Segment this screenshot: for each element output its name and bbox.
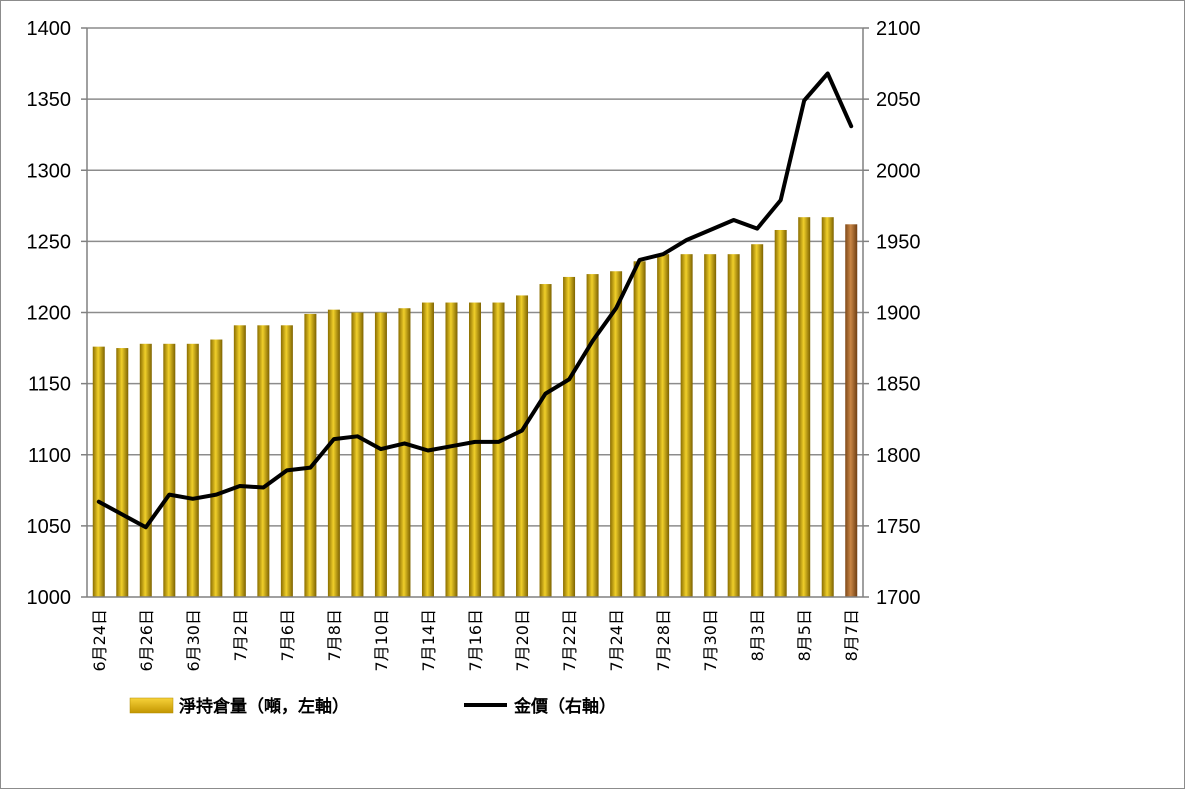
left-tick-label: 1050 bbox=[27, 516, 72, 538]
x-tick-label: 6月24日 bbox=[90, 609, 109, 672]
bar bbox=[398, 308, 411, 597]
bar bbox=[798, 217, 811, 597]
x-tick-label: 8月7日 bbox=[842, 609, 861, 661]
bar bbox=[516, 295, 529, 597]
line-series bbox=[96, 71, 854, 530]
bar bbox=[116, 348, 129, 597]
left-tick-label: 1350 bbox=[27, 89, 72, 111]
bar-series bbox=[92, 217, 858, 598]
bar bbox=[163, 343, 176, 597]
bar bbox=[351, 312, 364, 597]
bar bbox=[327, 309, 340, 597]
gold-price-line bbox=[96, 71, 854, 530]
bar bbox=[492, 302, 505, 597]
right-tick-label: 1700 bbox=[876, 587, 921, 609]
left-tick-label: 1100 bbox=[28, 445, 71, 467]
x-tick-label: 7月6日 bbox=[278, 609, 297, 661]
bar bbox=[657, 254, 670, 598]
left-tick-label: 1250 bbox=[27, 231, 72, 253]
legend-line-label: 金價（右軸） bbox=[513, 696, 616, 717]
right-axis-labels: 1700 1750 1800 1850 1900 1950 2000 2050 2100 bbox=[876, 18, 921, 609]
bar bbox=[845, 224, 858, 597]
bar bbox=[92, 346, 105, 597]
bar bbox=[704, 254, 717, 598]
legend-bar-swatch bbox=[129, 697, 174, 714]
bar bbox=[210, 339, 223, 597]
bar bbox=[727, 254, 740, 598]
right-tick-label: 2000 bbox=[876, 160, 921, 182]
bar bbox=[586, 274, 599, 597]
x-tick-label: 7月20日 bbox=[513, 609, 532, 672]
right-tick-label: 1850 bbox=[876, 374, 921, 396]
bar bbox=[680, 254, 693, 598]
x-tick-label: 7月16日 bbox=[466, 609, 485, 672]
bar bbox=[257, 325, 270, 597]
bar bbox=[186, 343, 199, 597]
bar bbox=[139, 343, 152, 597]
right-tick-label: 1900 bbox=[876, 303, 921, 325]
x-tick-label: 7月30日 bbox=[701, 609, 720, 672]
axes bbox=[81, 27, 869, 598]
right-tick-label: 1950 bbox=[876, 231, 921, 253]
left-tick-label: 1150 bbox=[28, 374, 71, 396]
legend: 淨持倉量（噸，左軸） 金價（右軸） bbox=[129, 696, 616, 717]
x-axis-labels: 6月24日 6月26日 6月30日 7月2日 7月6日 7月8日 7月10日 7月14日 7月1… bbox=[90, 609, 861, 672]
right-tick-label: 1800 bbox=[876, 445, 921, 467]
right-tick-label: 1750 bbox=[876, 516, 921, 538]
x-tick-label: 7月28日 bbox=[654, 609, 673, 672]
bar bbox=[751, 244, 764, 597]
bar bbox=[374, 312, 387, 597]
x-tick-label: 7月24日 bbox=[607, 609, 626, 672]
right-tick-label: 2100 bbox=[876, 18, 921, 40]
bar bbox=[445, 302, 458, 597]
x-tick-label: 7月8日 bbox=[325, 609, 344, 661]
x-tick-label: 7月2日 bbox=[231, 609, 250, 661]
legend-bar-label: 淨持倉量（噸，左軸） bbox=[179, 696, 349, 717]
left-tick-label: 1300 bbox=[27, 160, 72, 182]
right-tick-label: 2050 bbox=[876, 89, 921, 111]
x-tick-label: 8月5日 bbox=[795, 609, 814, 661]
x-tick-label: 7月22日 bbox=[560, 609, 579, 672]
x-tick-label: 8月3日 bbox=[748, 609, 767, 661]
x-tick-label: 6月26日 bbox=[137, 609, 156, 672]
x-tick-label: 7月10日 bbox=[372, 609, 391, 672]
bar bbox=[469, 302, 481, 597]
bar bbox=[304, 313, 317, 597]
bar bbox=[233, 325, 246, 597]
bar bbox=[610, 271, 623, 597]
bar bbox=[563, 276, 576, 597]
left-tick-label: 1200 bbox=[27, 303, 72, 325]
x-tick-label: 7月14日 bbox=[419, 609, 438, 672]
bar bbox=[280, 325, 293, 597]
left-axis-labels: 1000 1050 1100 1150 1200 1250 1300 1350 1400 bbox=[27, 18, 72, 609]
left-tick-label: 1400 bbox=[27, 18, 72, 40]
bar bbox=[821, 217, 834, 597]
bar bbox=[774, 229, 787, 597]
x-tick-label: 6月30日 bbox=[184, 609, 203, 672]
bar bbox=[633, 261, 646, 597]
left-tick-label: 1000 bbox=[27, 587, 72, 609]
bar bbox=[539, 284, 552, 597]
